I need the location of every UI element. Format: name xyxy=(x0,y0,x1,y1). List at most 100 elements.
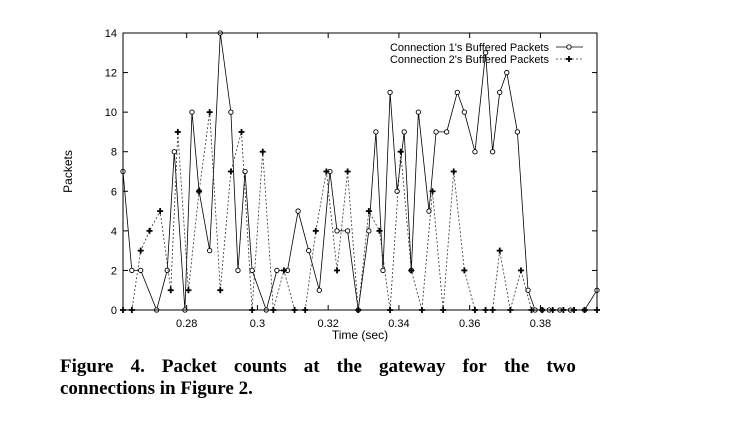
data-point xyxy=(129,267,135,274)
y-tick-label: 12 xyxy=(105,68,117,80)
data-point xyxy=(249,267,255,274)
data-point xyxy=(373,129,379,135)
plot-frame xyxy=(122,32,598,311)
data-point xyxy=(344,168,351,175)
data-point xyxy=(174,128,181,135)
x-tick-label: 0.36 xyxy=(459,318,480,330)
series-1 xyxy=(120,30,600,313)
x-tick-label: 0.38 xyxy=(530,318,551,330)
data-point xyxy=(295,208,301,214)
data-point xyxy=(489,149,496,155)
data-point xyxy=(235,267,241,274)
data-point xyxy=(461,267,468,274)
data-point xyxy=(171,149,177,155)
data-point xyxy=(444,129,450,135)
legend-entry-1: Connection 1's Buffered Packets xyxy=(390,42,583,54)
caption-word: Packet xyxy=(161,356,217,377)
data-point xyxy=(238,128,245,135)
caption-word: counts xyxy=(233,356,287,377)
y-tick-label: 6 xyxy=(111,186,117,198)
caption-line-1: Figure 4. Packet counts at the gateway for the tw… xyxy=(60,356,576,378)
ticks-layer: 0 2 4 6 8 10 12 14 0.28 0.3 0.32 0.34 0.36 0.38 xyxy=(105,28,597,330)
data-point xyxy=(306,247,312,254)
legend-label: Connection 2's Buffered Packets xyxy=(390,54,550,66)
packet-count-chart: 0 2 4 6 8 10 12 14 0.28 0.3 0.32 0.34 0.36 0.38 Time … xyxy=(61,28,600,342)
data-point xyxy=(334,267,341,274)
caption-word: two xyxy=(546,356,576,377)
series-layer xyxy=(120,30,600,313)
data-point xyxy=(167,287,174,294)
series-line xyxy=(122,32,598,312)
caption-word: gateway xyxy=(379,356,446,377)
data-point xyxy=(450,168,457,175)
caption-word: Figure xyxy=(60,356,114,377)
data-point xyxy=(316,287,322,293)
data-point xyxy=(206,109,213,116)
data-point xyxy=(397,148,404,155)
data-point xyxy=(433,129,439,135)
data-point xyxy=(461,109,468,115)
data-point xyxy=(482,50,489,56)
data-point xyxy=(312,227,319,234)
data-point xyxy=(259,148,266,155)
data-point xyxy=(426,208,432,214)
data-point xyxy=(323,168,330,175)
data-point xyxy=(366,228,372,234)
x-tick-label: 0.28 xyxy=(176,318,197,330)
x-tick-label: 0.34 xyxy=(388,318,409,330)
data-point xyxy=(334,228,340,234)
data-point xyxy=(157,208,164,215)
data-point xyxy=(472,149,478,155)
x-tick-label: 0.32 xyxy=(317,318,338,330)
legend-label: Connection 1's Buffered Packets xyxy=(390,42,550,54)
y-tick-label: 0 xyxy=(111,305,117,317)
data-point xyxy=(185,287,192,294)
caption-word: for xyxy=(462,356,487,377)
legend-entry-2: Connection 2's Buffered Packets xyxy=(390,54,583,66)
data-point xyxy=(164,267,170,274)
series-line xyxy=(123,112,597,311)
data-point xyxy=(137,247,144,254)
data-point xyxy=(217,287,224,294)
data-point xyxy=(376,227,383,234)
caption-line-2: connections in Figure 2. xyxy=(60,378,253,399)
data-point xyxy=(207,247,213,254)
caption-word: the xyxy=(503,356,530,377)
y-tick-label: 14 xyxy=(105,28,117,40)
caption-word: at xyxy=(303,356,320,377)
legend: Connection 1's Buffered PacketsConnectio… xyxy=(390,42,583,66)
data-point xyxy=(504,69,510,76)
data-point xyxy=(514,129,521,135)
data-point xyxy=(138,267,144,274)
x-axis-label: Time (sec) xyxy=(332,328,388,342)
data-point xyxy=(280,267,287,274)
x-tick-label: 0.3 xyxy=(250,318,265,330)
y-axis-label: Packets xyxy=(61,150,75,193)
data-point xyxy=(196,188,203,195)
data-point xyxy=(454,89,460,96)
series-2 xyxy=(120,109,600,313)
y-tick-label: 2 xyxy=(111,265,117,277)
data-point xyxy=(228,109,234,115)
data-point xyxy=(517,267,524,274)
data-point xyxy=(497,89,503,96)
data-point xyxy=(566,56,572,62)
data-point xyxy=(394,188,400,194)
data-point xyxy=(401,129,407,135)
data-point xyxy=(365,208,372,215)
data-point xyxy=(344,228,351,234)
data-point xyxy=(274,267,280,274)
data-point xyxy=(387,89,393,96)
caption-word: the xyxy=(336,356,362,377)
data-point xyxy=(429,188,436,195)
caption-word: 4. xyxy=(130,356,145,377)
data-point xyxy=(146,227,153,234)
data-point xyxy=(415,109,422,115)
figure-caption: Figure 4. Packet counts at the gateway for the tw… xyxy=(60,356,576,400)
data-point xyxy=(227,168,234,175)
data-point xyxy=(380,267,386,274)
y-tick-label: 4 xyxy=(111,226,117,238)
y-tick-label: 10 xyxy=(105,107,117,119)
data-point xyxy=(189,109,195,115)
data-point xyxy=(408,267,415,274)
